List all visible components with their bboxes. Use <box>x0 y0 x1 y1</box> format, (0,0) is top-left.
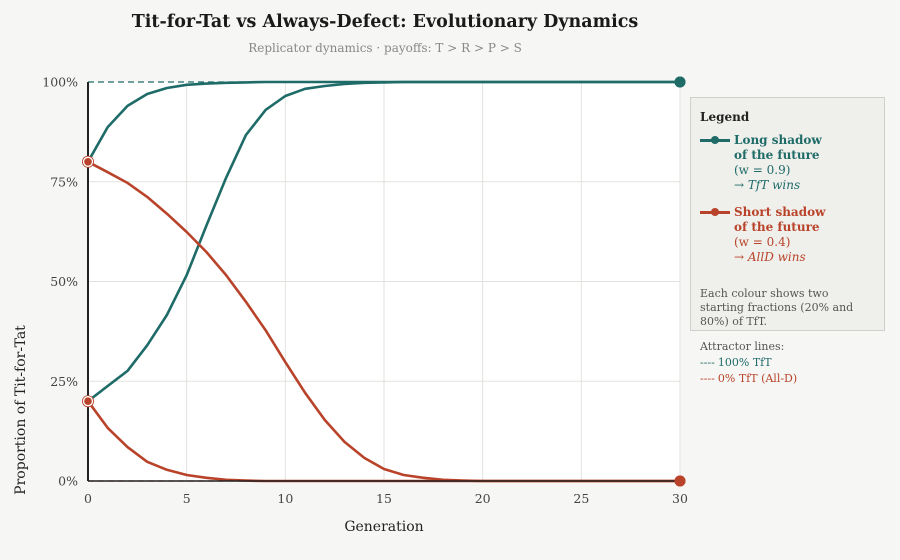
legend-swatch-short <box>700 205 730 221</box>
attractor-heading: Attractor lines: <box>700 340 785 353</box>
legend-name-short: Short shadow of the future <box>734 205 826 234</box>
legend-title: Legend <box>700 110 750 124</box>
legend-entry-long-shadow: Long shadow of the future (w = 0.9) → Tf… <box>700 133 875 193</box>
start-marker-ring <box>82 396 94 407</box>
x-tick-label: 0 <box>84 491 92 506</box>
x-tick-label: 30 <box>672 491 688 506</box>
dash-line-icon: ---- <box>700 372 715 385</box>
attractor-label-0: 0% TfT (All-D) <box>717 372 798 385</box>
y-tick-label: 75% <box>50 174 78 189</box>
dash-line-icon: ---- <box>700 356 715 369</box>
y-tick-label: 100% <box>42 75 78 90</box>
start-marker-ring <box>82 156 94 167</box>
x-tick-label: 25 <box>573 491 589 506</box>
y-tick-label: 25% <box>50 374 78 389</box>
gridlines <box>88 82 681 481</box>
legend-outcome-short: → AllD wins <box>734 250 806 264</box>
x-tick-labels: 0 5 10 15 20 25 30 <box>84 491 688 506</box>
legend-entry-short-shadow: Short shadow of the future (w = 0.4) → A… <box>700 205 875 265</box>
legend-outcome-long: → TfT wins <box>734 178 801 192</box>
end-marker <box>674 76 686 88</box>
legend-param-long: (w = 0.9) <box>734 163 791 177</box>
attractor-label-100: 100% TfT <box>717 356 772 369</box>
y-tick-labels: 0% 25% 50% 75% 100% <box>42 75 78 489</box>
legend-name-long: Long shadow of the future <box>734 133 822 162</box>
legend-param-short: (w = 0.4) <box>734 235 791 249</box>
chart-title: Tit-for-Tat vs Always-Defect: Evolutiona… <box>132 12 639 32</box>
legend-box: Legend Long shadow of the future (w = 0.… <box>690 97 885 331</box>
x-tick-label: 20 <box>475 491 491 506</box>
series-line-long-1 <box>87 80 680 403</box>
x-axis-label: Generation <box>344 519 423 535</box>
x-tick-label: 15 <box>376 491 392 506</box>
markers-group <box>82 76 686 487</box>
x-tick-label: 10 <box>277 491 293 506</box>
chart-subtitle: Replicator dynamics · payoffs: T > R > P… <box>248 41 522 55</box>
x-tick-label: 5 <box>183 491 191 506</box>
attractor-row-0: ---- 0% TfT (All-D) <box>700 371 800 387</box>
attractor-row-100: ---- 100% TfT <box>700 355 800 371</box>
y-axis-label: Proportion of Tit-for-Tat <box>13 325 29 495</box>
y-tick-label: 0% <box>58 474 78 489</box>
end-marker <box>674 475 686 487</box>
y-tick-label: 50% <box>50 274 78 289</box>
legend-swatch-long <box>700 133 730 149</box>
attractor-legend: Attractor lines: ---- 100% TfT ---- 0% TfT… <box>700 339 800 387</box>
legend-note: Each colour shows two starting fractions… <box>700 287 854 328</box>
